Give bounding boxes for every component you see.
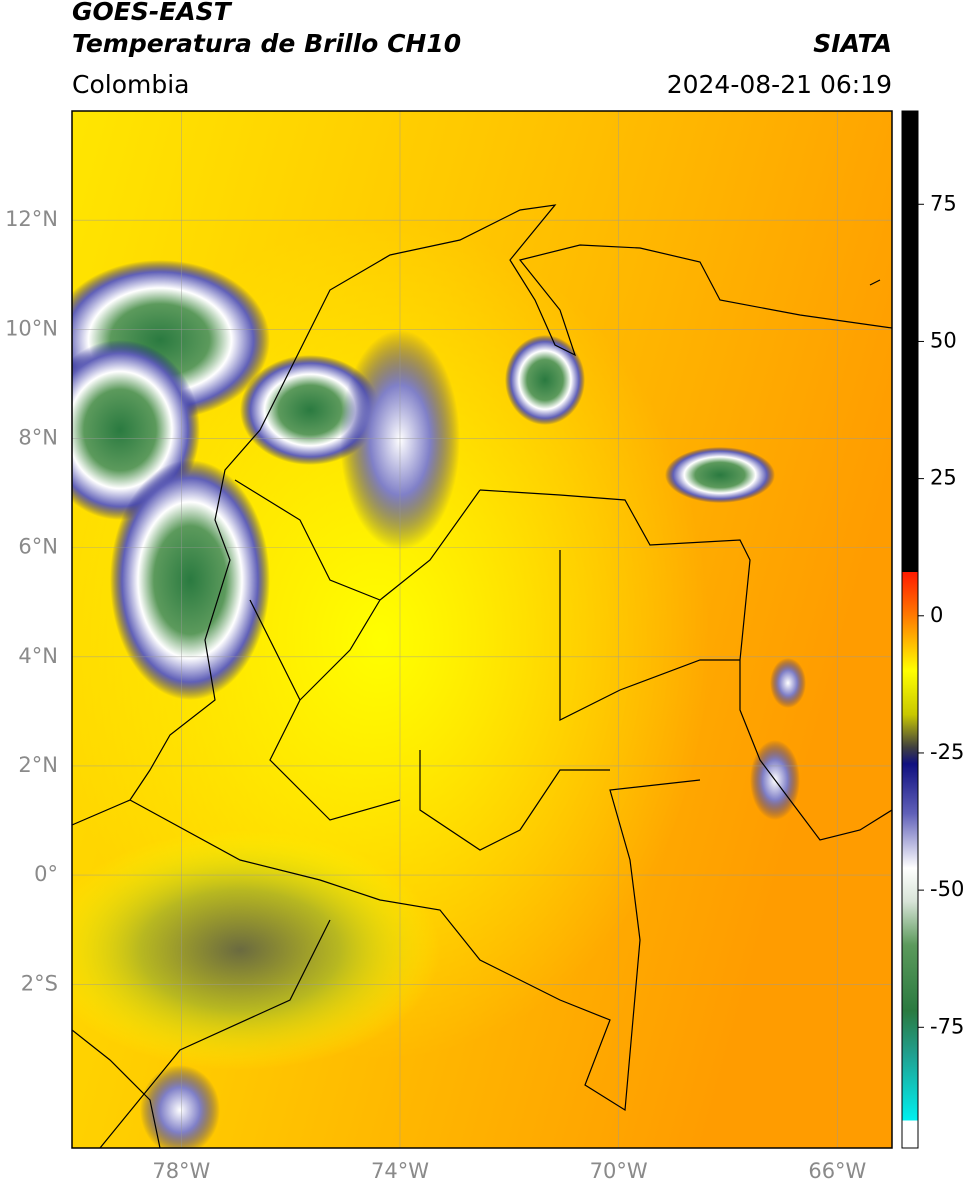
colorbar-tick-label: 75	[930, 191, 957, 215]
cloud	[665, 447, 775, 503]
border	[234, 479, 740, 851]
y-tick-label: 12°N	[5, 207, 58, 231]
map-image	[72, 111, 892, 1148]
y-tick-label: 8°N	[18, 425, 58, 449]
title: GOES-EAST	[72, 0, 233, 26]
border	[99, 279, 881, 1148]
border	[129, 779, 701, 1112]
colorbar-tick-label: 0	[930, 603, 943, 627]
colorbar	[901, 110, 919, 1149]
y-tick-label: 2°S	[21, 971, 58, 995]
x-tick-label: 70°W	[590, 1159, 648, 1183]
colorbar-tick-label: -25	[930, 740, 964, 764]
y-tick-label: 4°N	[18, 644, 58, 668]
map-frame	[71, 110, 893, 1149]
colorbar-tick-label: 25	[930, 466, 957, 490]
cloud	[110, 460, 270, 700]
x-tick-label: 78°W	[152, 1159, 210, 1183]
subtitle: Temperatura de Brillo CH10	[72, 29, 461, 58]
colorbar-tick-label: -75	[930, 1014, 964, 1038]
cool-region	[72, 830, 440, 1070]
y-tick-label: 2°N	[18, 753, 58, 777]
source: SIATA	[813, 29, 892, 58]
cloud	[140, 1065, 220, 1148]
x-tick-label: 74°W	[371, 1159, 429, 1183]
colorbar-tick-label: -50	[930, 877, 964, 901]
cloud	[770, 658, 806, 708]
region: Colombia	[72, 70, 189, 99]
coastline	[72, 204, 892, 826]
y-tick-label: 6°N	[18, 535, 58, 559]
y-tick-label: 0°	[34, 862, 58, 886]
cloud	[505, 335, 585, 425]
x-tick-label: 66°W	[808, 1159, 866, 1183]
colorbar-tick-label: 50	[930, 328, 957, 352]
datetime: 2024-08-21 06:19	[667, 70, 892, 99]
coastline	[72, 1029, 161, 1148]
y-tick-label: 10°N	[5, 316, 58, 340]
